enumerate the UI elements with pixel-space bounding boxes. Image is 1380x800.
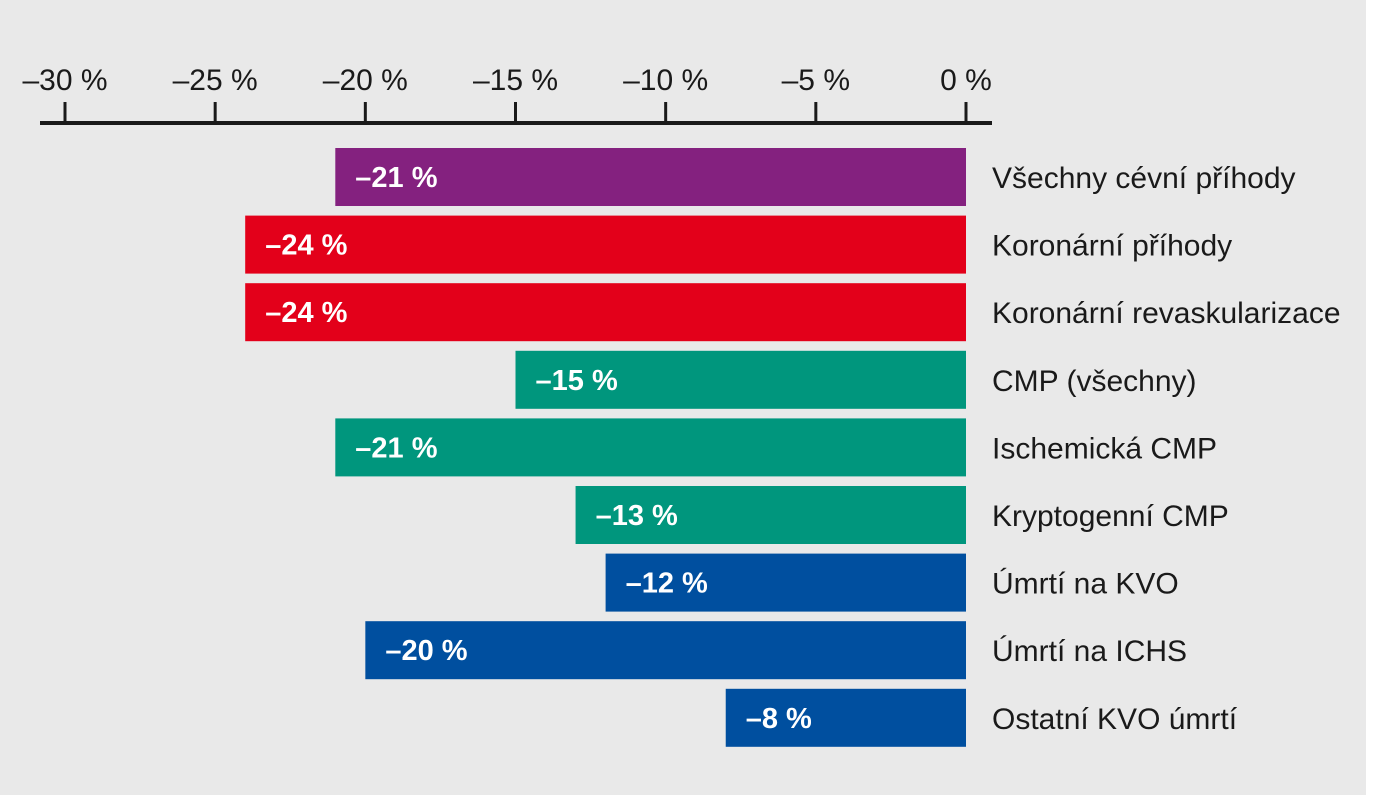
x-tick-label: –5 % [782, 64, 850, 97]
bar-value-label: –15 % [536, 365, 618, 397]
bar [335, 148, 966, 206]
bar [725, 688, 966, 747]
bar [245, 215, 966, 274]
x-tick-label: 0 % [940, 64, 992, 97]
x-axis: –30 % –25 % –20 % –15 % –10 % –5 % 0 % [22, 64, 992, 125]
x-tick-label: –10 % [623, 64, 708, 97]
category-label: Koronární revaskularizace [992, 297, 1341, 330]
category-label: Ostatní KVO úmrtí [992, 703, 1238, 736]
bar-value-label: –24 % [265, 297, 347, 329]
bar [605, 553, 966, 612]
category-label: Kryptogenní CMP [992, 500, 1229, 533]
x-tick-label: –15 % [473, 64, 558, 97]
category-label: Všechny cévní příhody [992, 162, 1296, 195]
bar [575, 486, 966, 544]
bar-value-label: –21 % [355, 432, 437, 464]
bar [335, 418, 966, 477]
x-tick-label: –25 % [173, 64, 258, 97]
bar-value-label: –20 % [385, 635, 467, 667]
category-label: Úmrtí na ICHS [992, 635, 1187, 668]
x-tick-label: –20 % [323, 64, 408, 97]
category-label: Koronární příhody [992, 230, 1232, 263]
x-tick-label: –30 % [22, 64, 107, 97]
bar-value-label: –21 % [355, 162, 437, 194]
bar-value-label: –12 % [626, 568, 708, 600]
bar [515, 350, 966, 409]
bar [365, 621, 966, 680]
bar-value-label: –24 % [265, 230, 347, 262]
bar [245, 283, 966, 342]
bars: –21 % Všechny cévní příhody –24 % Koronární… [245, 148, 1341, 747]
category-label: Ischemická CMP [992, 432, 1217, 465]
category-label: CMP (všechny) [992, 365, 1197, 398]
bar-value-label: –8 % [746, 703, 812, 735]
category-label: Úmrtí na KVO [992, 568, 1179, 601]
bar-value-label: –13 % [596, 500, 678, 532]
